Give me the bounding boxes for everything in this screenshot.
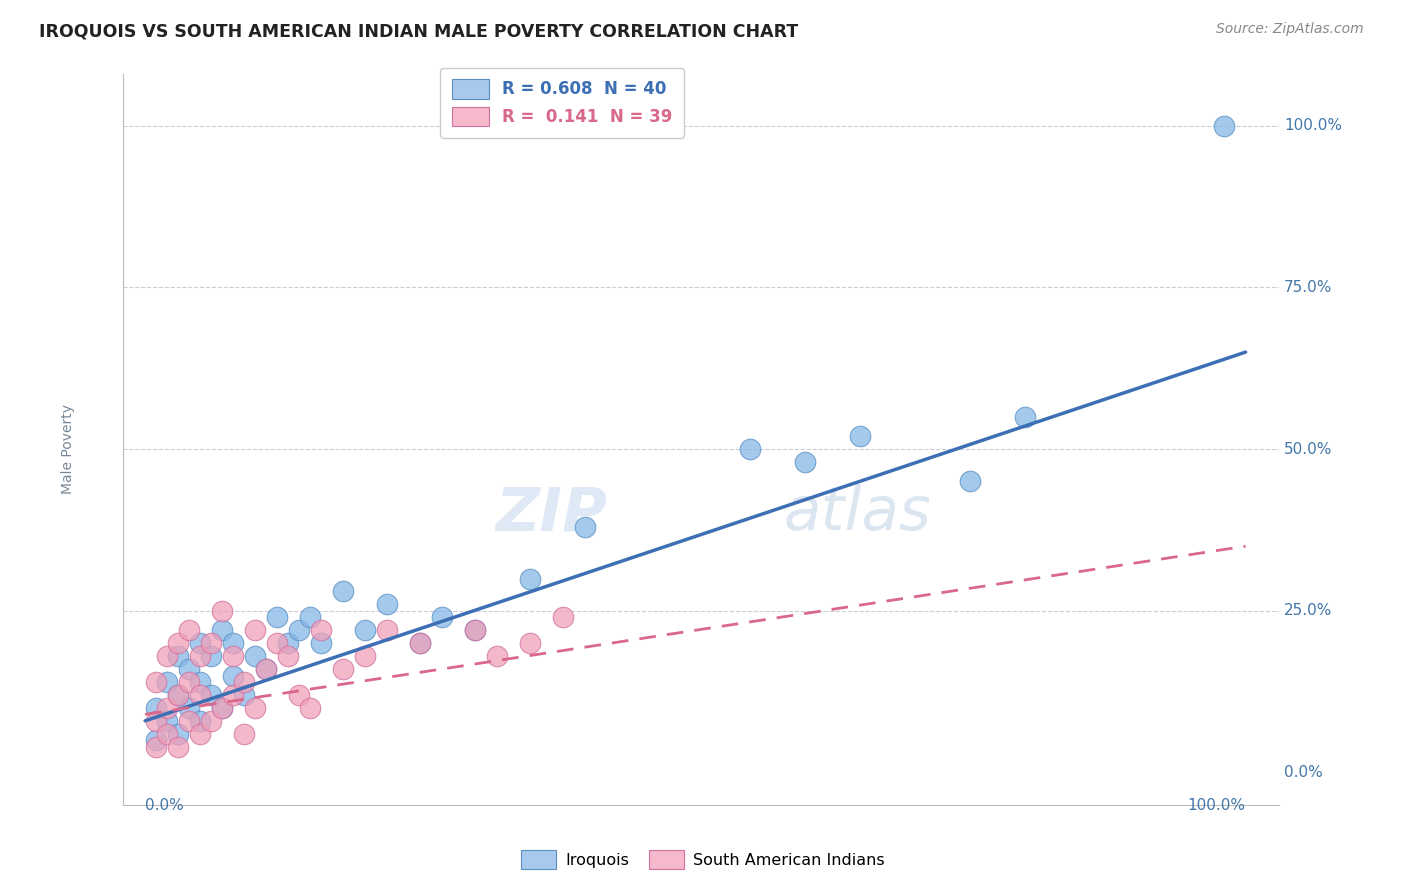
Point <box>1014 409 1036 424</box>
Point <box>145 733 167 747</box>
Point <box>288 624 311 638</box>
Point <box>409 636 432 650</box>
Point <box>200 714 222 728</box>
Point <box>167 649 190 664</box>
Legend: Iroquois, South American Indians: Iroquois, South American Indians <box>515 844 891 875</box>
Point <box>145 714 167 728</box>
Point <box>849 429 872 443</box>
Point <box>167 688 190 702</box>
Point <box>740 442 762 457</box>
Point <box>409 636 432 650</box>
Point <box>233 688 256 702</box>
Point <box>156 649 179 664</box>
Text: IROQUOIS VS SOUTH AMERICAN INDIAN MALE POVERTY CORRELATION CHART: IROQUOIS VS SOUTH AMERICAN INDIAN MALE P… <box>39 22 799 40</box>
Point <box>299 701 322 715</box>
Point <box>188 727 211 741</box>
Point <box>309 636 332 650</box>
Point <box>1212 119 1234 133</box>
Point <box>375 624 398 638</box>
Point <box>179 662 201 676</box>
Text: atlas: atlas <box>783 484 931 543</box>
Point <box>179 624 201 638</box>
Text: 25.0%: 25.0% <box>1284 603 1333 618</box>
Point <box>375 598 398 612</box>
Point <box>222 668 245 682</box>
Point <box>553 610 575 624</box>
Point <box>167 636 190 650</box>
Text: 75.0%: 75.0% <box>1284 280 1333 295</box>
Point <box>211 701 233 715</box>
Point <box>222 636 245 650</box>
Text: 100.0%: 100.0% <box>1284 118 1343 133</box>
Point <box>464 624 486 638</box>
Legend: R = 0.608  N = 40, R =  0.141  N = 39: R = 0.608 N = 40, R = 0.141 N = 39 <box>440 68 685 137</box>
Text: Source: ZipAtlas.com: Source: ZipAtlas.com <box>1216 22 1364 37</box>
Point <box>233 675 256 690</box>
Point <box>200 688 222 702</box>
Point <box>432 610 454 624</box>
Text: ZIP: ZIP <box>495 484 607 543</box>
Point <box>243 649 266 664</box>
Point <box>354 624 377 638</box>
Point <box>222 688 245 702</box>
Point <box>288 688 311 702</box>
Point <box>188 636 211 650</box>
Point <box>266 636 288 650</box>
Text: Male Poverty: Male Poverty <box>60 404 75 494</box>
Point <box>211 701 233 715</box>
Point <box>167 688 190 702</box>
Point <box>277 636 299 650</box>
Point <box>211 624 233 638</box>
Point <box>156 727 179 741</box>
Point <box>233 727 256 741</box>
Point <box>145 701 167 715</box>
Point <box>179 675 201 690</box>
Point <box>200 636 222 650</box>
Point <box>179 714 201 728</box>
Text: 0.0%: 0.0% <box>1284 765 1323 780</box>
Point <box>156 701 179 715</box>
Point <box>519 572 541 586</box>
Point <box>574 520 596 534</box>
Text: 0.0%: 0.0% <box>145 797 184 813</box>
Point <box>243 701 266 715</box>
Point <box>188 649 211 664</box>
Point <box>354 649 377 664</box>
Point <box>222 649 245 664</box>
Point <box>156 675 179 690</box>
Point <box>145 739 167 754</box>
Point <box>200 649 222 664</box>
Point <box>519 636 541 650</box>
Point <box>156 714 179 728</box>
Point <box>188 675 211 690</box>
Point <box>167 727 190 741</box>
Text: 100.0%: 100.0% <box>1188 797 1246 813</box>
Point <box>464 624 486 638</box>
Point <box>254 662 277 676</box>
Point <box>332 662 354 676</box>
Point <box>299 610 322 624</box>
Point <box>167 739 190 754</box>
Point <box>277 649 299 664</box>
Point <box>188 688 211 702</box>
Point <box>243 624 266 638</box>
Point <box>794 455 817 469</box>
Text: 50.0%: 50.0% <box>1284 442 1333 457</box>
Point <box>188 714 211 728</box>
Point <box>959 475 981 489</box>
Point <box>211 604 233 618</box>
Point <box>254 662 277 676</box>
Point <box>332 584 354 599</box>
Point <box>266 610 288 624</box>
Point <box>145 675 167 690</box>
Point <box>486 649 509 664</box>
Point <box>309 624 332 638</box>
Point <box>179 701 201 715</box>
